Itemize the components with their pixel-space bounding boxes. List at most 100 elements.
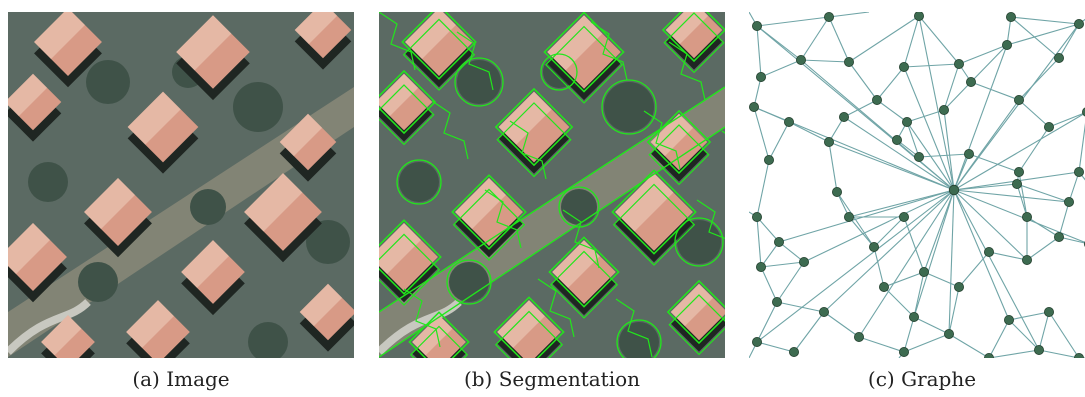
segment-boundary bbox=[494, 87, 574, 167]
graph-node bbox=[908, 311, 919, 322]
graph-node bbox=[984, 353, 994, 358]
graph-edge bbox=[1048, 112, 1085, 128]
graph-edge bbox=[756, 25, 802, 61]
roof-lit-side bbox=[244, 173, 303, 232]
graph-edge bbox=[760, 241, 780, 268]
roof-lit-side bbox=[34, 12, 85, 59]
graph-node bbox=[918, 266, 929, 277]
graph-node bbox=[752, 211, 762, 222]
roof-lit-side bbox=[497, 300, 545, 348]
segment-boundary bbox=[379, 84, 435, 146]
roof-lit-side bbox=[279, 113, 323, 157]
graph-node bbox=[799, 256, 810, 267]
graph-diagram bbox=[749, 12, 1085, 358]
graph-edge bbox=[1068, 171, 1080, 203]
graph-node bbox=[901, 117, 912, 128]
house bbox=[611, 169, 697, 266]
tree bbox=[28, 162, 68, 202]
graph-edge bbox=[1016, 183, 1028, 218]
graph-edge bbox=[953, 153, 970, 191]
graph-edge bbox=[1018, 57, 1060, 101]
graph-edge bbox=[1026, 236, 1060, 261]
segment-boundary bbox=[401, 12, 477, 80]
graph-edge bbox=[753, 76, 762, 108]
graph-node bbox=[872, 95, 883, 106]
segment-boundary bbox=[615, 298, 653, 358]
house bbox=[244, 173, 322, 263]
graph-edge bbox=[913, 316, 950, 335]
segment-boundary bbox=[484, 189, 522, 249]
graph-edge bbox=[756, 341, 795, 353]
segment-boundary bbox=[562, 209, 600, 269]
house bbox=[494, 87, 574, 178]
roof-lit-side bbox=[665, 12, 709, 45]
graph-node bbox=[1001, 39, 1012, 50]
graph-node bbox=[1021, 254, 1032, 265]
graph-node bbox=[1073, 166, 1084, 177]
graph-edge bbox=[1006, 23, 1080, 46]
graph-node bbox=[773, 236, 784, 247]
tree bbox=[306, 220, 350, 264]
aerial-image bbox=[8, 12, 354, 358]
graph-edge bbox=[800, 59, 955, 191]
graph-node bbox=[965, 77, 976, 88]
graph-node bbox=[878, 281, 889, 292]
graph-edge bbox=[953, 112, 1085, 191]
segment-boundary bbox=[544, 25, 624, 104]
segment-boundary bbox=[616, 319, 662, 358]
tree bbox=[190, 189, 226, 225]
graph-node bbox=[1033, 344, 1044, 355]
house bbox=[181, 240, 245, 316]
segment-boundary bbox=[456, 31, 494, 91]
segment-boundary bbox=[409, 325, 469, 358]
graph-node bbox=[839, 112, 850, 123]
graph-edge bbox=[953, 189, 1010, 321]
graph-edge bbox=[843, 116, 955, 191]
graph-edge bbox=[1038, 311, 1050, 351]
graph-edge bbox=[918, 15, 955, 191]
graph-edge bbox=[943, 63, 960, 111]
graph-edge bbox=[906, 121, 920, 158]
house bbox=[8, 73, 62, 142]
graph-edge bbox=[968, 153, 1020, 173]
segment-boundary bbox=[611, 169, 697, 255]
graph-edge bbox=[848, 216, 875, 248]
graph-edge bbox=[843, 99, 878, 118]
graph-node bbox=[1073, 19, 1084, 29]
segment-boundary bbox=[668, 41, 706, 101]
roof-lit-side bbox=[547, 15, 603, 71]
graph-node bbox=[913, 151, 924, 162]
graph-edge bbox=[948, 333, 990, 358]
graph-edge bbox=[1010, 16, 1080, 25]
graph-edge bbox=[800, 59, 850, 63]
graph-edge bbox=[953, 183, 1018, 191]
graph-node bbox=[749, 102, 759, 113]
tree bbox=[233, 82, 283, 132]
segment-boundary bbox=[601, 79, 657, 135]
graph-node bbox=[938, 105, 949, 116]
graph-edge bbox=[953, 189, 1040, 351]
graph-node bbox=[891, 135, 902, 146]
roof-lit-side bbox=[8, 73, 48, 117]
caption-segmentation: (b) Segmentation bbox=[463, 367, 641, 391]
graph-edge bbox=[1018, 126, 1050, 173]
graph-node bbox=[824, 137, 835, 148]
graph-edge bbox=[756, 25, 762, 78]
roof-lit-side bbox=[498, 91, 552, 145]
graph-edge bbox=[1026, 216, 1060, 238]
graph-edge bbox=[760, 266, 778, 303]
graph-node bbox=[1013, 95, 1024, 106]
graph-node bbox=[1043, 306, 1054, 317]
graph-node bbox=[1003, 314, 1014, 325]
graph-node bbox=[752, 20, 762, 31]
graph-node bbox=[1043, 122, 1054, 133]
tree bbox=[604, 82, 654, 132]
graph-edge bbox=[970, 81, 1020, 101]
graph-edge bbox=[948, 286, 960, 335]
graph-edge bbox=[778, 241, 805, 263]
graph-edge bbox=[828, 16, 850, 63]
segment-boundary bbox=[452, 188, 526, 261]
graph-node bbox=[1053, 53, 1064, 64]
graph-edge bbox=[883, 286, 915, 318]
graph-edge bbox=[803, 189, 955, 263]
